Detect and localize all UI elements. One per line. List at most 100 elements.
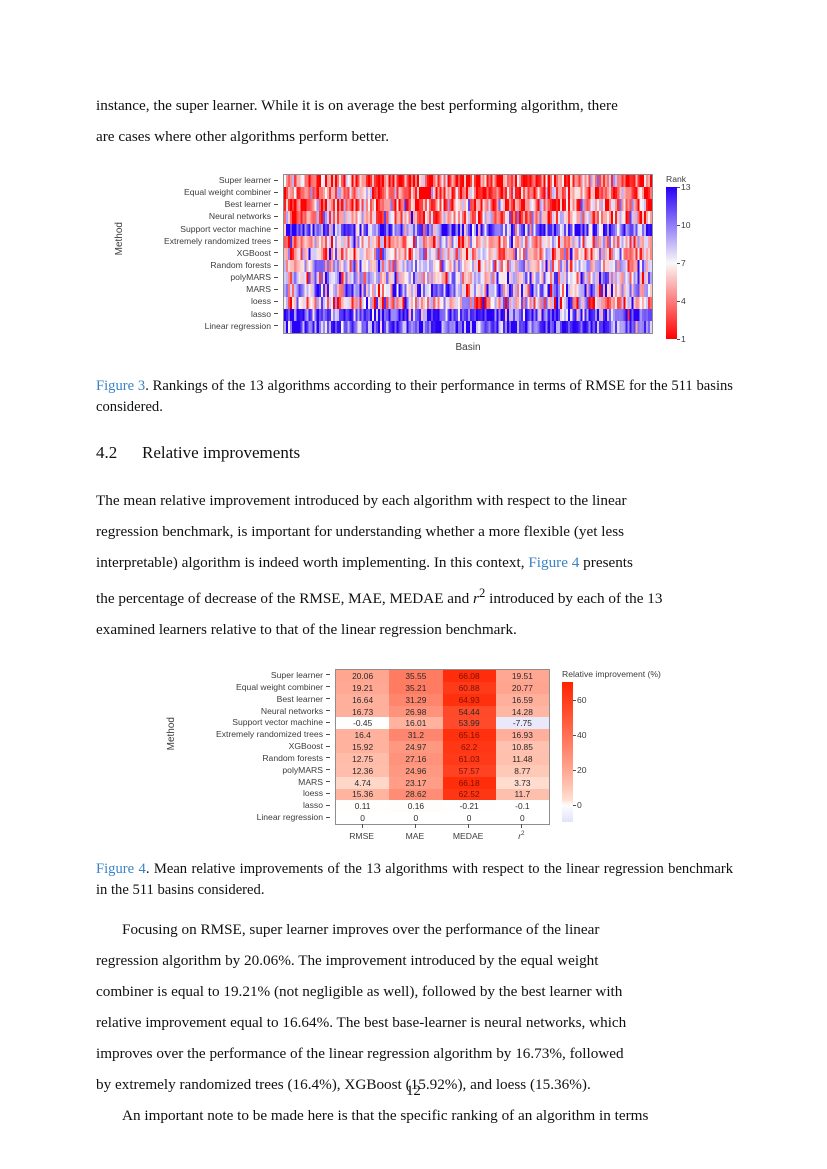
figure3-row-label: Linear regression bbox=[126, 320, 278, 332]
figure3-row-label-text: XGBoost bbox=[236, 247, 271, 258]
table-row bbox=[284, 211, 652, 224]
figure3-legend-ticks: 13 10 7 4 1 bbox=[677, 182, 703, 344]
figure4-row-label: Linear regression bbox=[178, 811, 330, 823]
para4-line1: An important note to be made here is tha… bbox=[122, 1107, 649, 1125]
figure3-legend: Rank 13 10 7 4 1 bbox=[666, 174, 703, 344]
table-row: 15.92 24.97 62.2 10.85 bbox=[336, 741, 549, 753]
figure4-caption-text: . Mean relative improvements of the 13 a… bbox=[96, 861, 733, 898]
section-number: 4.2 bbox=[96, 443, 118, 462]
figure3-row-label-text: Neural networks bbox=[208, 211, 271, 222]
figure4-value-cell: 0 bbox=[442, 812, 496, 825]
figure4-value-cell: 66.18 bbox=[442, 776, 496, 789]
figure4-value-cell: 66.08 bbox=[442, 670, 496, 682]
figure4-row-label: MARS bbox=[178, 776, 330, 788]
table-row bbox=[284, 260, 652, 273]
table-row bbox=[284, 284, 652, 297]
paragraph-relative-improvement: The mean relative improvement introduced… bbox=[96, 485, 733, 645]
figure4-row-label: Best learner bbox=[178, 693, 330, 705]
figure3-row-labels: Super learner Equal weight combiner Best l… bbox=[126, 174, 278, 332]
figure4-value-cell: 16.73 bbox=[336, 705, 390, 718]
figure3-row-label: Super learner bbox=[126, 174, 278, 186]
figure4-caption: Figure 4. Mean relative improvements of … bbox=[96, 859, 733, 900]
paragraph-intro: instance, the super learner. While it is… bbox=[96, 90, 733, 152]
table-row bbox=[284, 223, 652, 237]
figure4-value-cell: 19.21 bbox=[336, 681, 390, 694]
figure3-row-label-text: lasso bbox=[250, 308, 271, 319]
figure3-row-label: Support vector machine bbox=[126, 223, 278, 235]
table-row bbox=[284, 187, 652, 200]
table-row: 16.4 31.2 65.16 16.93 bbox=[336, 729, 549, 742]
para1-line2: are cases where other algorithms perform… bbox=[96, 128, 390, 145]
figure4-legend-tick: 60 bbox=[573, 694, 587, 705]
figure4-value-cell: 35.55 bbox=[389, 670, 443, 682]
figure3-row-label: polyMARS bbox=[126, 271, 278, 283]
figure4-value-cell: 12.75 bbox=[336, 752, 390, 765]
axis-tick-mark bbox=[326, 804, 330, 806]
figure4-value-cell: 0.16 bbox=[389, 800, 443, 813]
figure4-value-cell: 24.97 bbox=[389, 741, 443, 753]
figure4-value-cell: 20.06 bbox=[336, 670, 390, 682]
figure4-x-tick: MEDAE bbox=[442, 824, 495, 841]
paragraph-focus-rmse: Focusing on RMSE, super learner improves… bbox=[96, 914, 733, 1100]
figure4-row-label: loess bbox=[178, 788, 330, 800]
figure4-value-cell: 14.28 bbox=[495, 705, 549, 718]
figure4-row-label: Super learner bbox=[178, 669, 330, 681]
figure4-value-cell: 16.4 bbox=[336, 729, 390, 742]
figure4-value-cell: 62.2 bbox=[442, 741, 496, 753]
figure4-row-label-text: Extremely randomized trees bbox=[216, 729, 323, 740]
figure4-value-cell: 16.93 bbox=[495, 729, 549, 742]
section-heading: 4.2 Relative improvements bbox=[96, 443, 733, 463]
table-row bbox=[284, 296, 652, 310]
figure4-value-cell: 11.48 bbox=[495, 752, 549, 765]
figure4-value-cell: -0.21 bbox=[442, 800, 496, 813]
table-row bbox=[284, 235, 652, 249]
figure4-value-cell: 10.85 bbox=[495, 741, 549, 753]
figure4-row-label-text: Equal weight combiner bbox=[236, 681, 323, 692]
figure4-legend: Relative improvement (%) 60 40 20 0 bbox=[562, 669, 661, 823]
table-row: -0.45 16.01 53.99 -7.75 bbox=[336, 717, 549, 730]
section-title: Relative improvements bbox=[142, 443, 301, 462]
axis-tick-mark bbox=[274, 203, 278, 205]
figure4-row-label: Neural networks bbox=[178, 705, 330, 717]
table-row: 19.21 35.21 60.88 20.77 bbox=[336, 681, 549, 694]
axis-tick-mark bbox=[326, 816, 330, 818]
axis-tick-mark bbox=[326, 769, 330, 771]
para3-line1: Focusing on RMSE, super learner improves… bbox=[122, 921, 600, 939]
axis-tick-mark bbox=[274, 288, 278, 290]
para2-line5: examined learners relative to that of th… bbox=[96, 621, 517, 639]
figure4-row-label: lasso bbox=[178, 799, 330, 811]
figure4-x-tick: MAE bbox=[388, 824, 441, 841]
figure4-reference-link[interactable]: Figure 4 bbox=[528, 554, 580, 571]
figure3-row-label: Equal weight combiner bbox=[126, 186, 278, 198]
para2-line3a: interpretable) algorithm is indeed worth… bbox=[96, 554, 529, 571]
figure3-legend-tick: 4 bbox=[677, 296, 686, 306]
axis-tick-mark bbox=[274, 300, 278, 302]
table-row: 16.64 31.29 64.93 16.59 bbox=[336, 693, 549, 706]
figure4-legend-tick: 0 bbox=[573, 799, 582, 810]
figure4-legend-tick: 20 bbox=[573, 764, 587, 775]
r-squared-exponent: 2 bbox=[478, 586, 486, 600]
axis-tick-mark bbox=[326, 721, 330, 723]
table-row: 12.36 24.96 57.57 8.77 bbox=[336, 764, 549, 777]
para2-line4a: the percentage of decrease of the RMSE, … bbox=[96, 590, 474, 608]
figure3-row-label-text: Random forests bbox=[210, 260, 271, 271]
figure3-legend-gradient bbox=[666, 187, 677, 339]
axis-tick-mark bbox=[274, 313, 278, 315]
figure4-value-cell: 24.96 bbox=[389, 764, 443, 777]
figure4-row-label: Random forests bbox=[178, 752, 330, 764]
table-row bbox=[284, 199, 652, 212]
figure4-legend-ticks: 60 40 20 0 bbox=[573, 682, 599, 822]
figure4-row-label: Support vector machine bbox=[178, 716, 330, 728]
figure3-row-label: Neural networks bbox=[126, 210, 278, 222]
paragraph-important-note: An important note to be made here is tha… bbox=[96, 1100, 733, 1131]
figure4-value-cell: 11.7 bbox=[495, 788, 549, 801]
figure4-value-cell: 8.77 bbox=[495, 764, 549, 777]
figure-4: Method Super learner Equal weight combine… bbox=[96, 663, 733, 853]
axis-tick-mark bbox=[274, 325, 278, 327]
figure3-row-label: Best learner bbox=[126, 198, 278, 210]
figure4-value-cell: 31.2 bbox=[389, 729, 443, 742]
figure4-value-cell: 19.51 bbox=[495, 670, 549, 682]
figure4-value-cell: 54.44 bbox=[442, 705, 496, 718]
